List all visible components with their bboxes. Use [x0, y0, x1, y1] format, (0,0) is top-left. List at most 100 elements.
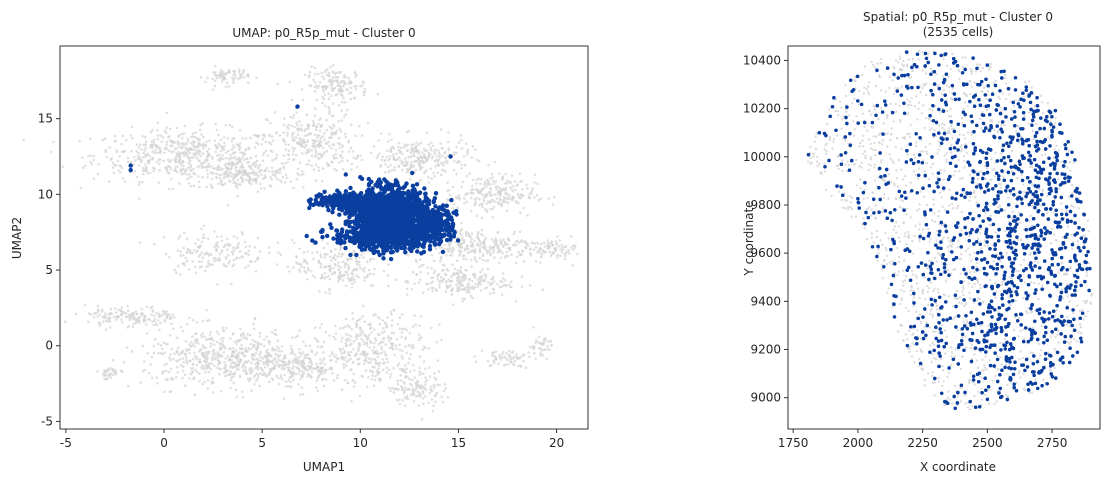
- umap-background-point: [558, 254, 562, 258]
- umap-background-point: [144, 146, 147, 150]
- umap-background-point: [553, 195, 556, 199]
- umap-background-point: [498, 197, 502, 200]
- umap-background-point: [417, 149, 420, 153]
- umap-background-point: [491, 287, 495, 290]
- umap-background-point: [138, 180, 141, 184]
- umap-background-point: [492, 280, 496, 283]
- umap-background-point: [150, 355, 154, 359]
- umap-background-point: [107, 369, 111, 372]
- umap-background-point: [201, 122, 204, 125]
- umap-background-point: [268, 184, 272, 187]
- umap-background-point: [331, 71, 335, 74]
- umap-background-point: [344, 356, 347, 359]
- umap-background-point: [477, 230, 480, 234]
- umap-background-point: [200, 251, 203, 254]
- umap-background-point: [228, 366, 232, 369]
- umap-background-point: [224, 124, 227, 127]
- umap-background-point: [232, 258, 236, 262]
- umap-background-point: [442, 168, 446, 172]
- umap-background-point: [301, 351, 305, 354]
- umap-background-point: [471, 279, 474, 283]
- umap-background-point: [512, 363, 516, 367]
- umap-background-point: [379, 351, 383, 355]
- umap-background-point: [551, 244, 554, 247]
- umap-background-point: [270, 150, 274, 154]
- umap-background-point: [232, 235, 236, 238]
- umap-background-point: [260, 143, 264, 146]
- umap-background-point: [296, 262, 300, 266]
- umap-background-point: [558, 239, 562, 242]
- umap-background-point: [324, 330, 328, 334]
- umap-background-point: [169, 358, 172, 362]
- umap-background-point: [571, 264, 574, 267]
- umap-background-point: [511, 190, 514, 193]
- umap-background-point: [400, 335, 404, 339]
- umap-background-point: [317, 122, 320, 126]
- umap-background-point: [323, 104, 327, 108]
- umap-background-point: [182, 132, 186, 135]
- umap-background-point: [354, 257, 358, 260]
- umap-background-point: [537, 198, 541, 202]
- umap-background-point: [268, 373, 271, 376]
- umap-background-point: [258, 331, 262, 335]
- umap-background-point: [427, 151, 431, 155]
- umap-background-point: [343, 101, 347, 104]
- umap-background-point: [478, 247, 482, 251]
- umap-background-point: [386, 149, 389, 152]
- umap-background-point: [102, 320, 105, 323]
- umap-background-point: [465, 258, 468, 261]
- umap-background-point: [563, 252, 566, 256]
- umap-background-point: [312, 78, 315, 82]
- umap-background-point: [137, 151, 140, 155]
- umap-background-point: [206, 379, 210, 382]
- umap-background-point: [333, 167, 336, 171]
- umap-background-point: [345, 270, 349, 274]
- umap-background-point: [467, 232, 470, 235]
- umap-background-point: [460, 250, 463, 253]
- umap-background-point: [529, 252, 532, 256]
- umap-background-point: [528, 196, 532, 200]
- umap-background-point: [195, 156, 199, 160]
- umap-background-point: [492, 351, 495, 354]
- umap-background-point: [109, 307, 113, 311]
- umap-background-point: [342, 168, 345, 171]
- umap-background-point: [336, 356, 339, 360]
- umap-background-point: [493, 256, 496, 260]
- umap-background-point: [89, 137, 92, 141]
- umap-background-point: [466, 150, 469, 154]
- umap-background-point: [405, 351, 408, 355]
- umap-background-point: [570, 235, 573, 238]
- umap-background-point: [310, 164, 314, 168]
- umap-background-point: [307, 159, 311, 162]
- umap-background-point: [87, 154, 90, 158]
- umap-background-point: [236, 246, 240, 249]
- umap-background-point: [379, 340, 383, 344]
- umap-background-point: [448, 193, 452, 197]
- umap-background-point: [444, 272, 447, 276]
- umap-background-point: [268, 359, 271, 363]
- umap-background-point: [389, 147, 393, 150]
- umap-background-point: [142, 360, 146, 363]
- umap-background-point: [314, 163, 318, 167]
- umap-background-point: [235, 395, 238, 399]
- umap-background-point: [232, 263, 236, 267]
- umap-background-point: [465, 200, 469, 204]
- umap-background-point: [303, 134, 307, 138]
- umap-background-point: [411, 343, 415, 347]
- umap-background-point: [439, 275, 443, 279]
- umap-background-point: [418, 258, 422, 262]
- umap-background-point: [430, 389, 434, 393]
- umap-background-point: [222, 157, 225, 161]
- umap-background-point: [120, 306, 123, 309]
- umap-background-point: [404, 386, 407, 389]
- umap-background-point: [409, 151, 413, 154]
- umap-background-point: [323, 277, 326, 280]
- umap-background-point: [420, 156, 423, 159]
- umap-background-point: [175, 126, 179, 130]
- umap-background-point: [437, 151, 441, 155]
- umap-background-point: [360, 337, 363, 341]
- umap-background-point: [220, 249, 224, 252]
- umap-background-point: [340, 388, 344, 391]
- umap-background-point: [471, 296, 474, 300]
- umap-background-point: [176, 140, 180, 143]
